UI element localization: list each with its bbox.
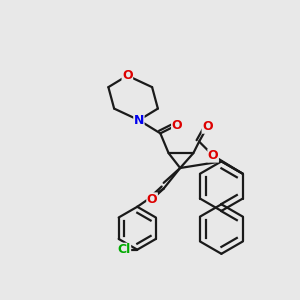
Text: Cl: Cl <box>117 243 131 256</box>
Text: O: O <box>122 69 133 82</box>
Text: O: O <box>208 149 218 162</box>
Text: O: O <box>202 120 213 133</box>
Text: O: O <box>147 193 158 206</box>
Text: O: O <box>172 118 182 132</box>
Text: N: N <box>134 114 144 127</box>
